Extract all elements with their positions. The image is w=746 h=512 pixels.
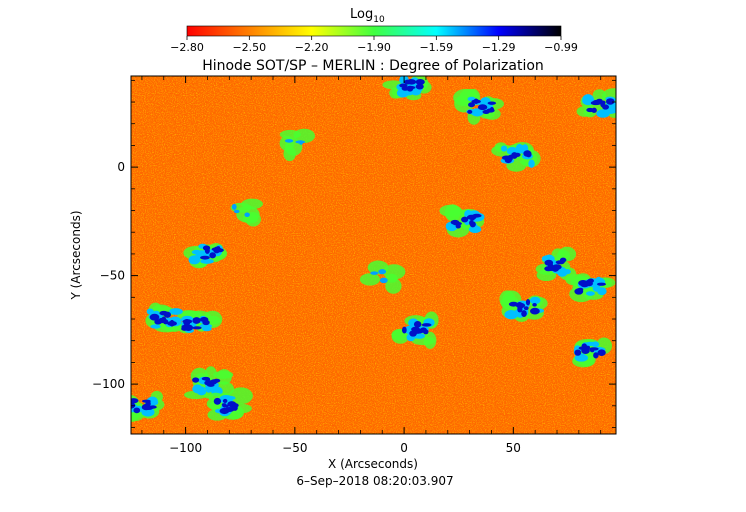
polarization-feature: [230, 198, 263, 227]
plot-frame: [130, 75, 617, 435]
colorbar-tick-label: −1.90: [357, 41, 391, 54]
colorbar-ticks: −2.80 −2.50 −2.20 −1.90 −1.59 −1.29 −0.99: [170, 36, 578, 54]
colorbar-tick-label: −0.99: [544, 41, 578, 54]
heatmap-features: [131, 76, 616, 422]
colorbar-gradient: [186, 25, 562, 37]
colorbar-tick-label: −2.20: [295, 41, 329, 54]
colorbar-tick-label: −1.59: [419, 41, 453, 54]
y-tick-label: −100: [92, 377, 125, 391]
polarization-feature: [576, 88, 616, 118]
polarization-feature: [177, 310, 223, 334]
polarization-feature: [183, 243, 228, 269]
x-axis: −100 −50 0 50: [141, 76, 602, 455]
polarization-feature: [183, 366, 235, 400]
polarization-feature: [279, 128, 315, 162]
colorbar-tick-label: −1.29: [482, 41, 516, 54]
polarization-feature: [453, 88, 504, 125]
chart-title: Hinode SOT/SP – MERLIN : Degree of Polar…: [202, 58, 544, 74]
colorbar-tick-label: −2.50: [232, 41, 266, 54]
y-axis-label: Y (Arcseconds): [69, 210, 83, 300]
polarization-feature: [565, 273, 616, 303]
y-tick-label: −50: [100, 269, 125, 283]
polarization-feature: [145, 302, 183, 333]
colorbar-tick-label: −2.80: [170, 41, 204, 54]
x-tick-label: −50: [282, 441, 307, 455]
polarization-feature: [131, 390, 165, 422]
colorbar: Log10 −2.80 −2.50 −2.20 −1.90 −1.59 −1.29 −0.9…: [170, 7, 578, 54]
polarization-feature: [382, 76, 432, 101]
polarization-feature: [439, 204, 485, 238]
y-axis: 0 −50 −100: [92, 79, 616, 428]
polarization-feature: [206, 387, 253, 421]
polarization-feature: [391, 311, 439, 349]
plot-area: [131, 76, 616, 434]
polarization-feature: [491, 142, 541, 172]
timestamp: 6–Sep–2018 08:20:03.907: [296, 474, 453, 488]
x-axis-label: X (Arcseconds): [328, 457, 418, 471]
colorbar-label: Log10: [350, 7, 385, 25]
x-tick-label: 0: [400, 441, 408, 455]
y-tick-label: 0: [117, 160, 125, 174]
polarization-feature: [499, 290, 548, 322]
polarization-feature: [572, 337, 613, 368]
x-tick-label: 50: [506, 441, 521, 455]
colorbar-label-subscript: 10: [373, 15, 385, 25]
polarization-feature: [359, 260, 406, 294]
polarization-feature: [535, 246, 577, 282]
x-tick-label: −100: [169, 441, 202, 455]
